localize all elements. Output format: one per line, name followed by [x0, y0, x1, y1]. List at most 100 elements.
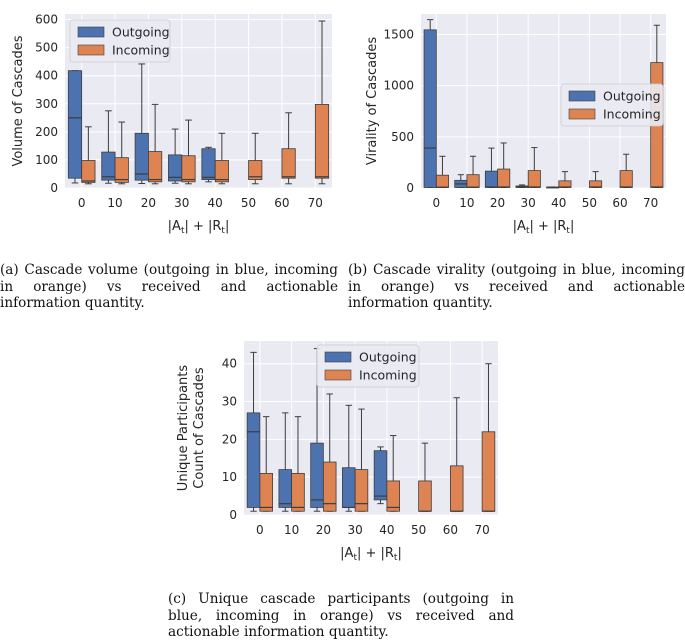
xtick-label: 70 — [308, 196, 323, 210]
legend-label: Outgoing — [603, 89, 661, 104]
caption-a-text: Cascade volume (outgoing in blue, incomi… — [0, 262, 338, 311]
legend-swatch-outgoing — [568, 90, 596, 102]
ytick-label: 400 — [35, 69, 58, 83]
box-incoming — [449, 397, 464, 512]
box-outgoing — [423, 19, 437, 188]
box-incoming — [558, 171, 572, 188]
caption-a: (a) Cascade volume (outgoing in blue, in… — [0, 262, 338, 312]
box-outgoing — [134, 63, 149, 185]
caption-b-label: (b) — [348, 262, 368, 278]
caption-b-text: Cascade virality (outgoing in blue, inco… — [348, 262, 685, 311]
box-body — [435, 174, 449, 188]
box-body — [322, 461, 337, 512]
ytick-label: 1000 — [383, 79, 414, 93]
ytick-label: 0 — [50, 181, 58, 195]
box-incoming — [619, 153, 633, 188]
box-body — [466, 174, 480, 188]
legend-label: Outgoing — [112, 25, 170, 40]
box-body — [248, 160, 263, 180]
x-axis-label-sub: t — [181, 226, 185, 236]
box-body — [342, 467, 356, 508]
y-axis-label: Unique Participants — [176, 365, 191, 492]
x-axis-label-part: | + |R — [357, 546, 394, 561]
ytick-label: 20 — [222, 432, 237, 446]
xtick-label: 70 — [474, 523, 489, 537]
xtick-label: 0 — [78, 196, 86, 210]
x-axis-label-sub: t — [394, 553, 398, 563]
box-body — [418, 480, 432, 512]
chart-c: 0 10 20 30 40 0 10 20 30 40 50 60 70 Unique Participa… — [176, 341, 498, 563]
box-outgoing — [101, 110, 116, 184]
legend: Outgoing Incoming — [69, 19, 171, 63]
x-axis-label-part: | + |R — [184, 219, 221, 234]
box-incoming — [259, 416, 273, 512]
box-body — [481, 431, 496, 512]
x-axis-label-part: | — [225, 219, 229, 234]
ytick-label: 40 — [222, 357, 237, 371]
box-body — [314, 103, 330, 179]
box-incoming — [481, 363, 496, 512]
box-incoming — [148, 103, 163, 185]
box-body — [101, 151, 116, 181]
legend-swatch-outgoing — [77, 26, 105, 38]
box-body — [214, 160, 229, 183]
x-axis-label-part: | — [397, 546, 401, 561]
legend-label: Incoming — [359, 368, 417, 383]
xtick-label: 20 — [316, 523, 331, 537]
xtick-label: 10 — [284, 523, 299, 537]
chart-a: 0 100 200 300 400 500 600 0 10 20 30 40 50 60 70 Volume… — [11, 13, 332, 236]
legend-label: Incoming — [603, 107, 661, 122]
xtick-label: 60 — [274, 196, 289, 210]
caption-c-label: (c) — [168, 591, 187, 607]
box-incoming — [466, 155, 480, 188]
legend: Outgoing Incoming — [560, 83, 664, 127]
x-axis-label: |At| + |Rt| — [340, 546, 402, 563]
x-axis-label: |At| + |Rt| — [168, 219, 230, 236]
caption-c: (c) Unique cascade participants (outgoin… — [168, 591, 514, 641]
xtick-label: 60 — [612, 196, 627, 210]
box-body — [354, 469, 369, 512]
xtick-label: 50 — [582, 196, 597, 210]
box-body — [259, 472, 273, 512]
box-body — [423, 29, 437, 188]
y-axis-label: Volume of Cascades — [11, 35, 26, 166]
box-incoming — [418, 442, 432, 512]
x-axis-label-sub: t — [221, 226, 225, 236]
x-axis-label-part: |A — [340, 546, 353, 561]
legend-swatch-incoming — [77, 44, 105, 56]
box-outgoing — [168, 128, 183, 184]
box-incoming — [354, 408, 369, 512]
box-incoming — [81, 126, 96, 185]
box-outgoing — [246, 351, 261, 512]
legend-swatch-incoming — [568, 108, 596, 120]
xtick-label: 30 — [347, 523, 362, 537]
box-body — [201, 148, 216, 180]
xtick-label: 40 — [551, 196, 566, 210]
xtick-label: 30 — [521, 196, 536, 210]
box-incoming — [322, 393, 337, 512]
box-incoming — [314, 20, 330, 185]
box-outgoing — [67, 70, 83, 184]
ytick-label: 0 — [229, 508, 237, 522]
ytick-label: 100 — [35, 153, 58, 167]
box-incoming — [214, 132, 229, 185]
box-outgoing — [454, 174, 468, 188]
xtick-label: 40 — [208, 196, 223, 210]
box-incoming — [281, 112, 296, 185]
caption-b: (b) Cascade virality (outgoing in blue, … — [348, 262, 685, 312]
x-axis-label-sub: t — [526, 226, 530, 236]
x-axis-label-part: | — [570, 219, 574, 234]
xtick-label: 40 — [379, 523, 394, 537]
box-body — [114, 157, 129, 183]
ytick-label: 200 — [35, 125, 58, 139]
box-incoming — [248, 132, 263, 185]
ytick-label: 1500 — [383, 27, 414, 41]
legend-label: Outgoing — [359, 350, 417, 365]
xtick-label: 30 — [174, 196, 189, 210]
legend-label: Incoming — [112, 43, 170, 58]
box-outgoing — [546, 186, 560, 189]
ytick-label: 500 — [391, 130, 414, 144]
legend-swatch-outgoing — [324, 351, 352, 363]
box-body — [81, 160, 96, 183]
